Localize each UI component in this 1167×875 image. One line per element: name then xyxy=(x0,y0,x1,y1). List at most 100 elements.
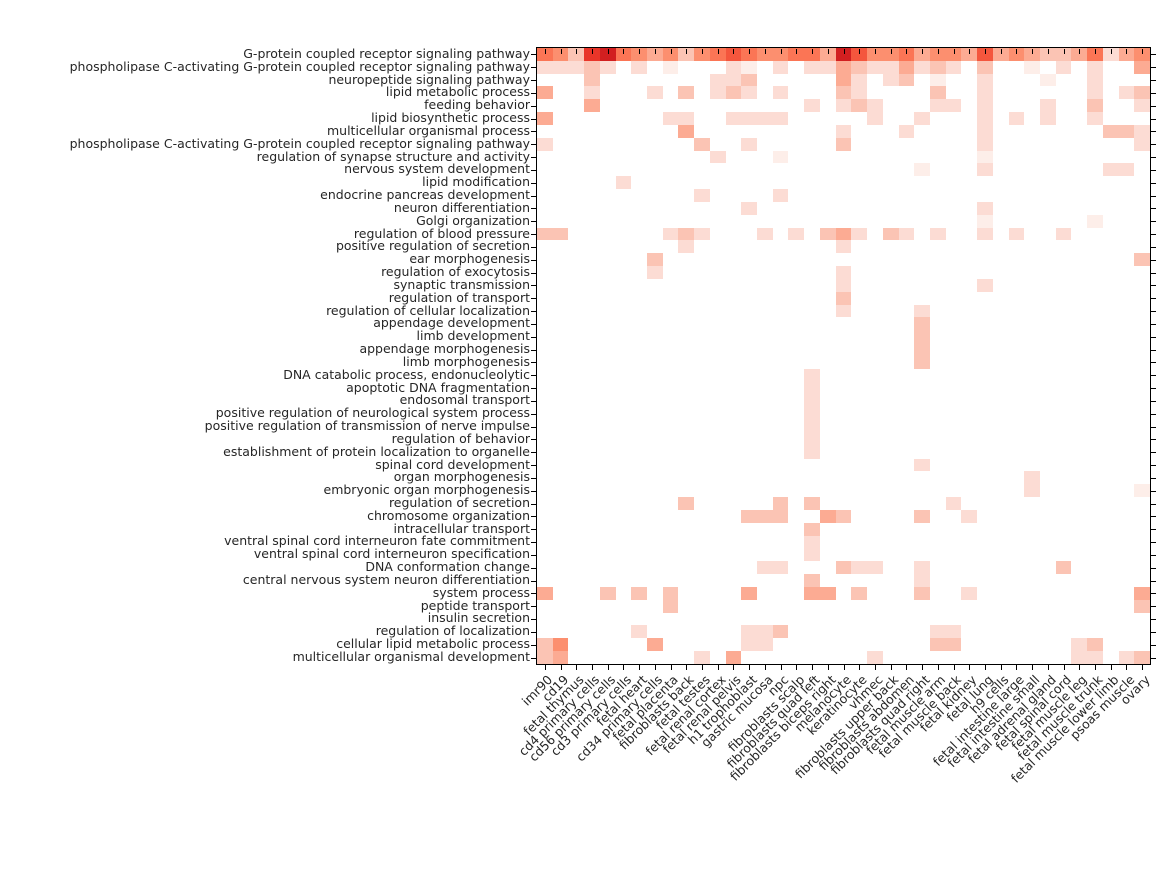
heatmap-cell xyxy=(647,651,663,664)
heatmap-cell xyxy=(1039,227,1056,241)
axis-tick xyxy=(1094,665,1096,670)
axis-tick xyxy=(969,665,971,670)
heatmap-cell xyxy=(929,201,946,215)
heatmap-cell xyxy=(615,368,632,382)
heatmap-cell xyxy=(1008,509,1025,523)
heatmap-cell xyxy=(1134,638,1150,652)
heatmap-cell xyxy=(537,214,553,228)
heatmap-cell xyxy=(851,163,868,177)
heatmap-cell xyxy=(819,163,836,177)
heatmap-cell xyxy=(694,278,710,292)
heatmap-cell xyxy=(709,227,726,241)
heatmap-cell xyxy=(552,484,569,498)
heatmap-cell xyxy=(694,317,710,331)
heatmap-cell xyxy=(977,214,993,228)
heatmap-cell xyxy=(1055,317,1072,331)
heatmap-cell xyxy=(709,291,726,305)
heatmap-cell xyxy=(867,625,883,639)
axis-tick xyxy=(592,665,593,670)
heatmap-cell xyxy=(772,381,789,395)
axis-tick xyxy=(702,49,704,54)
heatmap-cell xyxy=(898,651,915,664)
heatmap-cell xyxy=(647,240,663,254)
heatmap-cell xyxy=(1118,112,1135,125)
heatmap-cell xyxy=(898,535,915,549)
heatmap-cell xyxy=(568,381,585,395)
heatmap-cell xyxy=(1087,407,1103,421)
heatmap-cell xyxy=(788,99,805,113)
heatmap-cell xyxy=(631,124,648,138)
heatmap-cell xyxy=(709,214,726,228)
heatmap-cell xyxy=(914,240,930,254)
heatmap-cell xyxy=(898,420,915,433)
heatmap-cell xyxy=(914,253,930,267)
heatmap-cell xyxy=(694,124,710,138)
heatmap-cell xyxy=(914,651,930,664)
heatmap-cell xyxy=(977,407,993,421)
heatmap-cell xyxy=(584,420,600,433)
heatmap-cell xyxy=(599,99,616,113)
heatmap-cell xyxy=(819,330,836,344)
heatmap-cell xyxy=(725,189,742,202)
heatmap-cell xyxy=(1087,368,1103,382)
heatmap-cell xyxy=(1087,189,1103,202)
heatmap-cell xyxy=(788,509,805,523)
heatmap-cell xyxy=(961,201,978,215)
heatmap-cell xyxy=(631,522,648,536)
heatmap-cell xyxy=(741,651,758,664)
heatmap-cell xyxy=(1008,278,1025,292)
heatmap-cell xyxy=(647,278,663,292)
heatmap-cell xyxy=(992,638,1009,652)
heatmap-cell xyxy=(1008,561,1025,575)
heatmap-cell xyxy=(788,612,805,626)
heatmap-cell xyxy=(867,599,883,613)
heatmap-cell xyxy=(1118,368,1135,382)
heatmap-cell xyxy=(992,266,1009,279)
heatmap-cell xyxy=(631,291,648,305)
heatmap-cell xyxy=(599,176,616,190)
heatmap-cell xyxy=(977,625,993,639)
heatmap-cell xyxy=(584,599,600,613)
heatmap-cell xyxy=(882,574,899,587)
heatmap-cell xyxy=(804,330,820,344)
y-axis-label: neuropeptide signaling pathway xyxy=(328,71,530,87)
heatmap-cell xyxy=(992,48,1009,61)
heatmap-cell xyxy=(804,48,820,61)
heatmap-cell xyxy=(1024,137,1040,151)
heatmap-cell xyxy=(1134,150,1150,164)
axis-tick xyxy=(1151,144,1156,146)
heatmap-cell xyxy=(631,651,648,664)
heatmap-cell xyxy=(1118,278,1135,292)
axis-tick xyxy=(670,665,672,670)
axis-tick xyxy=(1151,221,1156,223)
heatmap-cell xyxy=(694,432,710,446)
heatmap-cell xyxy=(615,509,632,523)
heatmap-cell xyxy=(929,99,946,113)
heatmap-cell xyxy=(1071,484,1088,498)
heatmap-cell xyxy=(1071,112,1088,125)
heatmap-cell xyxy=(804,343,820,356)
heatmap-cell xyxy=(1087,317,1103,331)
heatmap-cell xyxy=(678,561,695,575)
heatmap-cell xyxy=(599,253,616,267)
heatmap-cell xyxy=(647,189,663,202)
heatmap-cell xyxy=(1102,124,1119,138)
y-axis-label: central nervous system neuron differenti… xyxy=(242,571,530,587)
heatmap-cell xyxy=(1039,189,1056,202)
heatmap-cell xyxy=(914,394,930,408)
axis-tick xyxy=(639,665,641,670)
heatmap-cell xyxy=(804,458,820,472)
heatmap-cell xyxy=(867,291,883,305)
heatmap-cell xyxy=(977,445,993,459)
heatmap-cell xyxy=(568,586,585,600)
heatmap-cell xyxy=(725,253,742,267)
heatmap-cell xyxy=(851,330,868,344)
heatmap-cell xyxy=(882,163,899,177)
heatmap-cell xyxy=(1039,60,1056,74)
heatmap-cell xyxy=(647,266,663,279)
heatmap-cell xyxy=(599,189,616,202)
heatmap-cell xyxy=(1008,86,1025,100)
heatmap-cell xyxy=(647,638,663,652)
heatmap-cell xyxy=(992,124,1009,138)
axis-tick xyxy=(531,593,536,595)
